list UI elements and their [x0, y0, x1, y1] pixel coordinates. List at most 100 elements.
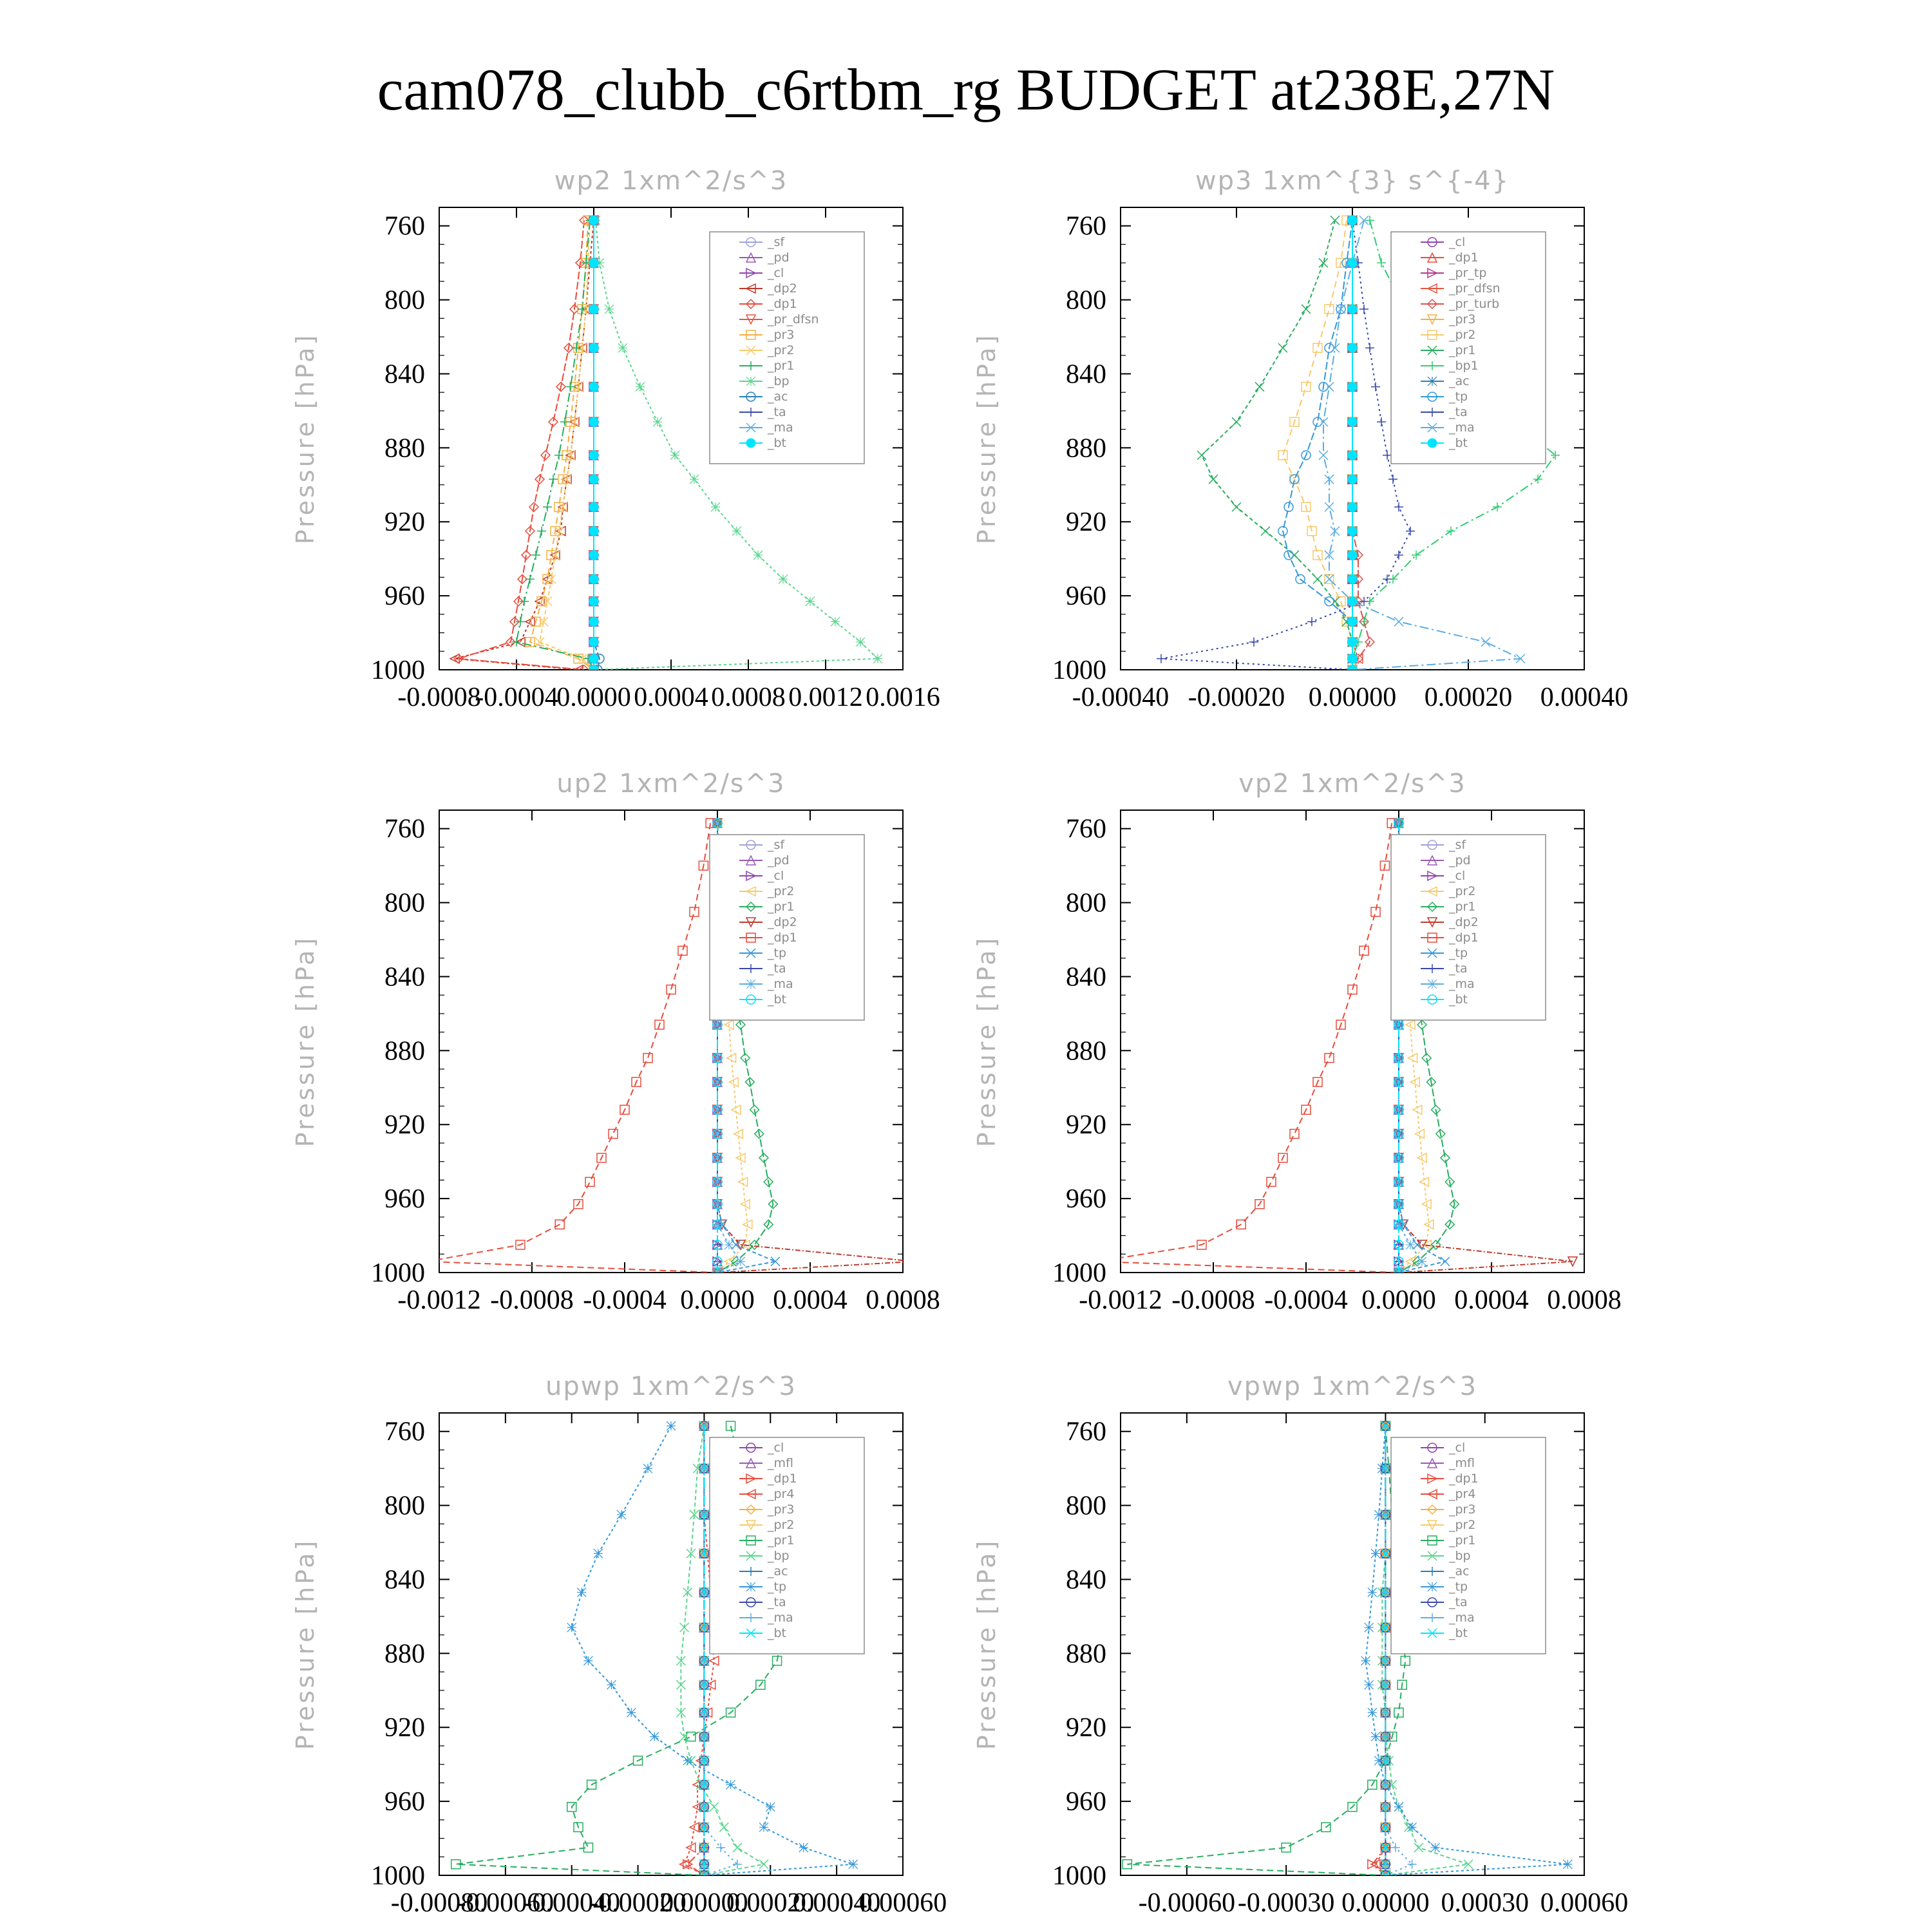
- data-point: [554, 1219, 565, 1230]
- data-point: [1380, 1463, 1390, 1473]
- legend-label: _mfl: [767, 1456, 793, 1470]
- data-point: [1255, 382, 1265, 392]
- legend-marker: [1426, 855, 1438, 866]
- legend-label: _tp: [1448, 1580, 1468, 1594]
- data-point: [1374, 1756, 1384, 1766]
- data-point: [1418, 1177, 1430, 1188]
- data-point: [1347, 502, 1358, 512]
- data-point: [1377, 258, 1386, 268]
- data-point: [589, 304, 599, 314]
- data-point: [699, 1463, 709, 1473]
- x-tick-label: 0.00000: [1309, 683, 1397, 712]
- data-point: [1324, 574, 1334, 584]
- data-point: [554, 526, 564, 536]
- data-point: [550, 550, 560, 560]
- data-point: [531, 616, 541, 627]
- data-point: [758, 1152, 770, 1163]
- x-tick-label: 0.00000: [660, 1888, 748, 1918]
- y-tick-label: 960: [384, 1184, 425, 1214]
- legend-marker: [1427, 840, 1437, 850]
- x-tick-label: -0.00060: [1139, 1888, 1236, 1918]
- chart-panel: up2 1xm^2/s^3 Pressure [hPa] 760 800 840 880 9…: [291, 769, 940, 1315]
- data-point: [678, 1859, 690, 1870]
- legend-marker: [746, 438, 756, 448]
- series-line: [1282, 220, 1353, 670]
- data-point: [1318, 417, 1329, 427]
- data-point: [538, 616, 549, 627]
- data-point: [1370, 1859, 1381, 1870]
- y-tick-label: 840: [384, 359, 425, 389]
- data-point: [589, 616, 599, 627]
- legend-marker: [1426, 1488, 1437, 1500]
- legend-marker: [745, 1520, 757, 1531]
- legend-marker: [745, 252, 757, 263]
- data-point: [537, 526, 546, 536]
- data-point: [666, 984, 676, 995]
- legend-label: _dp1: [1448, 931, 1479, 945]
- y-tick-label: 840: [384, 962, 425, 992]
- data-point: [712, 1177, 723, 1187]
- y-axis-label: Pressure [hPa]: [291, 1539, 319, 1750]
- data-point: [631, 1077, 641, 1087]
- data-point: [666, 1421, 676, 1431]
- data-point: [652, 417, 663, 427]
- legend-marker: [1427, 1535, 1437, 1546]
- chart-panel: wp3 1xm^{3} s^{-4} Pressure [hPa] 760 800 84…: [972, 166, 1628, 712]
- x-tick-label: -0.0012: [1079, 1285, 1162, 1315]
- data-point: [685, 1842, 696, 1853]
- data-point: [763, 1177, 774, 1188]
- legend-marker: [1427, 422, 1437, 433]
- data-point: [712, 818, 723, 828]
- data-point: [526, 574, 535, 584]
- legend-label: _cl: [1448, 1441, 1465, 1455]
- data-point: [759, 1859, 769, 1870]
- data-point: [1400, 1656, 1411, 1666]
- data-point: [1359, 617, 1368, 627]
- data-point: [1377, 417, 1386, 427]
- legend-label: _bp: [767, 374, 790, 388]
- y-tick-label: 760: [1066, 1417, 1106, 1447]
- legend-label: _pr4: [767, 1487, 794, 1501]
- legend-marker: [746, 1535, 756, 1546]
- data-point: [1407, 1822, 1417, 1832]
- legend-label: _cl: [767, 1441, 784, 1455]
- legend-label: _pr2: [767, 1518, 794, 1532]
- data-point: [654, 1019, 665, 1030]
- legend-marker: [1428, 408, 1437, 417]
- data-point: [1318, 381, 1329, 392]
- data-point: [1359, 304, 1368, 314]
- data-point: [1416, 1152, 1427, 1164]
- x-tick-label: -0.00080: [391, 1888, 488, 1918]
- data-point: [670, 450, 680, 460]
- legend-marker: [746, 1597, 756, 1607]
- y-axis-label: Pressure [hPa]: [972, 1539, 1001, 1750]
- data-point: [699, 1842, 709, 1853]
- x-tick-label: -0.0008: [490, 1285, 574, 1315]
- data-point: [1370, 907, 1381, 917]
- data-point: [589, 526, 599, 536]
- data-point: [572, 343, 581, 353]
- series-line: [703, 1426, 739, 1875]
- data-point: [1347, 417, 1358, 427]
- data-point: [753, 1128, 764, 1139]
- legend-label: _ta: [767, 1595, 786, 1609]
- data-point: [698, 860, 709, 871]
- data-point: [1416, 1240, 1428, 1251]
- data-point: [643, 1463, 653, 1473]
- data-point: [1347, 382, 1358, 392]
- legend-label: _pr1: [1448, 343, 1475, 357]
- data-point: [554, 450, 564, 460]
- data-point: [740, 1052, 751, 1063]
- legend-label: _ma: [767, 977, 793, 991]
- legend-marker: [1426, 886, 1437, 897]
- legend-marker: [746, 1582, 756, 1592]
- x-tick-label: -0.00060: [457, 1888, 554, 1918]
- data-point: [778, 574, 788, 584]
- data-point: [1380, 1756, 1390, 1766]
- data-point: [1364, 636, 1376, 647]
- data-point: [1255, 1198, 1265, 1209]
- data-point: [716, 1842, 726, 1852]
- data-point: [753, 550, 763, 560]
- chart-panel: upwp 1xm^2/s^3 Pressure [hPa] 760 800 840 880…: [291, 1372, 947, 1918]
- data-point: [873, 654, 883, 664]
